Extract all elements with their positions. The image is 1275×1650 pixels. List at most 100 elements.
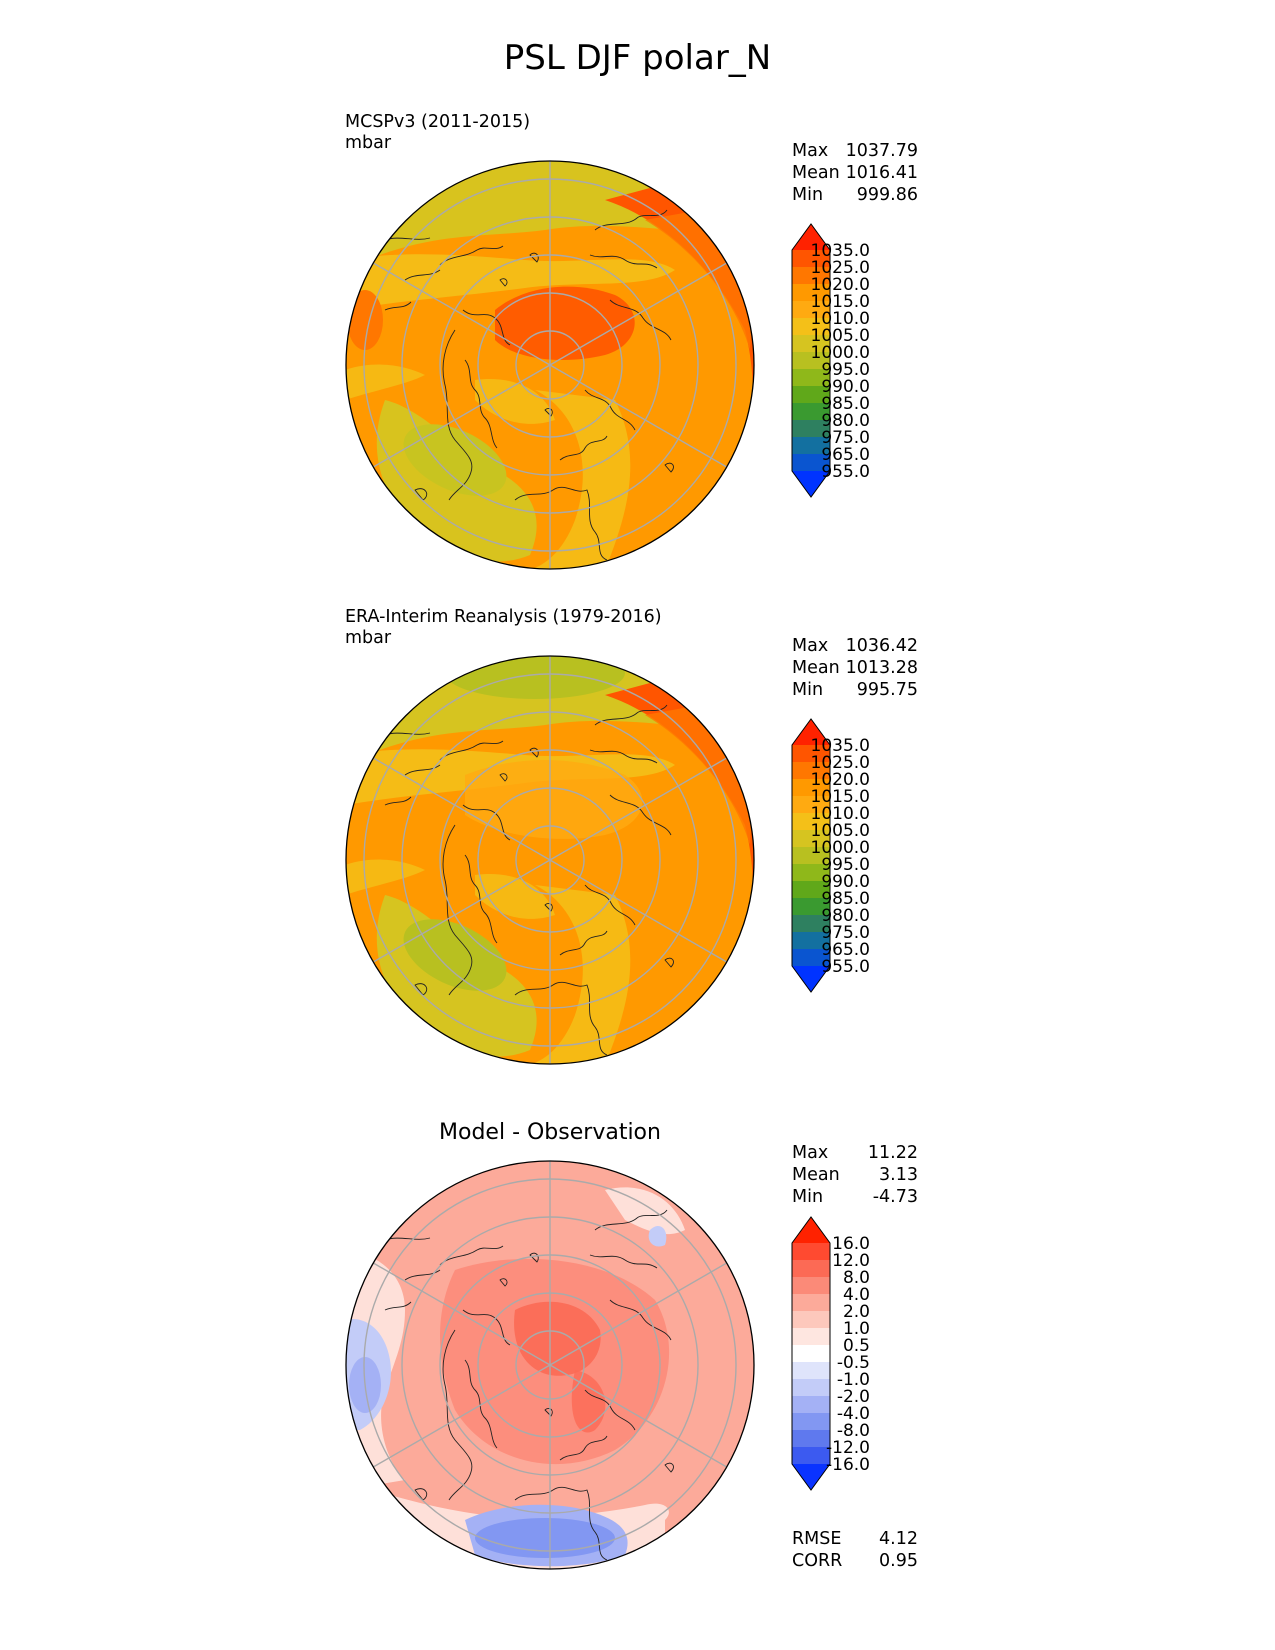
- coastline: [499, 278, 508, 287]
- coastline: [464, 1359, 498, 1449]
- coastline: [499, 1278, 508, 1287]
- colorbar-segment: [792, 403, 830, 421]
- diff-colorbar: 16.012.08.04.02.01.00.5-0.5-1.0-2.0-4.0-…: [791, 1216, 870, 1491]
- colorbar-segment: [792, 830, 830, 848]
- meridian-line: [549, 859, 728, 964]
- coastline: [584, 1389, 636, 1431]
- colorbar-segment: [792, 779, 830, 797]
- colorbar-bottom-extension: [792, 966, 830, 992]
- colorbar-outline: [791, 1216, 831, 1491]
- coastline: [544, 1407, 553, 1417]
- colorbar-segment: [792, 1345, 830, 1363]
- field-contour-region: [495, 286, 635, 360]
- model-polar-map: [345, 160, 755, 570]
- coastline: [544, 902, 553, 912]
- colorbar-tick-label: 16.0: [832, 1234, 870, 1254]
- min-label: Min: [792, 1187, 824, 1207]
- colorbar-segment: [792, 745, 830, 763]
- model-stats: Max 1037.79 Mean 1016.41 Min 999.86: [792, 140, 918, 206]
- model-dataset-label: MCSPv3 (2011-2015): [345, 112, 531, 132]
- colorbar-segment: [792, 1311, 830, 1329]
- model-colorbar: 1035.01025.01020.01015.01010.01005.01000…: [791, 223, 870, 498]
- colorbar-tick-label: 1025.0: [811, 258, 870, 278]
- colorbar-segment: [792, 352, 830, 370]
- meridian-line: [372, 261, 551, 366]
- colorbar-segment: [792, 250, 830, 268]
- colorbar-segment: [792, 420, 830, 438]
- coastline: [384, 269, 441, 311]
- coastline: [559, 435, 608, 461]
- colorbar-segment: [792, 335, 830, 353]
- field-contour-region: [346, 254, 675, 310]
- colorbar-segment: [792, 1294, 830, 1312]
- obs-panel-title: ERA-Interim Reanalysis (1979-2016) mbar: [345, 607, 662, 649]
- colorbar-segment: [792, 369, 830, 387]
- colorbar-segment: [792, 1447, 830, 1465]
- diff-panel-title: Model - Observation: [439, 1120, 661, 1145]
- meridian-line: [549, 756, 728, 861]
- corr-value: 0.95: [879, 1551, 918, 1571]
- colorbar-segment: [792, 949, 830, 967]
- coastline: [514, 486, 608, 561]
- colorbar-segment: [792, 915, 830, 933]
- map-boundary: [345, 1160, 755, 1570]
- colorbar-tick-label: -0.5: [837, 1353, 870, 1373]
- field-contour-region: [403, 919, 507, 991]
- max-value: 1037.79: [845, 141, 918, 161]
- colorbar-tick-label: 12.0: [832, 1251, 870, 1271]
- colorbar-tick-label: 1020.0: [811, 770, 870, 790]
- coastline: [384, 1269, 441, 1311]
- rmse-label: RMSE: [792, 1529, 842, 1549]
- colorbar-tick-label: 1035.0: [811, 736, 870, 756]
- colorbar-segment: [792, 284, 830, 302]
- field-contour-region: [675, 1161, 705, 1187]
- colorbar-tick-label: 965.0: [821, 940, 870, 960]
- obs-panel: ERA-Interim Reanalysis (1979-2016) mbar …: [0, 605, 1275, 1085]
- colorbar-tick-label: 985.0: [821, 889, 870, 909]
- meridian-line: [549, 364, 728, 469]
- colorbar-tick-label: 1020.0: [811, 275, 870, 295]
- colorbar-tick-label: 2.0: [843, 1302, 870, 1322]
- coastline: [609, 299, 672, 341]
- meridian-line: [549, 1261, 728, 1366]
- colorbar-segment: [792, 301, 830, 319]
- colorbar-bottom-extension: [792, 471, 830, 497]
- field-layer: [346, 656, 754, 1064]
- coastline: [584, 389, 636, 431]
- colorbar-tick-label: -12.0: [826, 1438, 870, 1458]
- colorbar-tick-label: 4.0: [843, 1285, 870, 1305]
- colorbar-tick-label: 8.0: [843, 1268, 870, 1288]
- min-label: Min: [792, 185, 824, 205]
- coastline: [664, 462, 674, 473]
- max-label: Max: [792, 1143, 829, 1163]
- diff-footer-stats: RMSE 4.12 CORR 0.95: [792, 1528, 918, 1572]
- field-contour-region: [571, 1370, 606, 1433]
- colorbar-tick-label: 1010.0: [811, 309, 870, 329]
- colorbar-tick-label: 1015.0: [811, 787, 870, 807]
- meridian-line: [372, 364, 551, 469]
- coastline: [464, 359, 498, 449]
- diff-panel: Model - Observation Max 11.22 Mean 3.13 Mi…: [0, 1120, 1275, 1600]
- colorbar-tick-label: 980.0: [821, 906, 870, 926]
- colorbar-segment: [792, 1362, 830, 1380]
- coastline: [514, 981, 608, 1056]
- colorbar-segment: [792, 1396, 830, 1414]
- meridian-line: [372, 859, 551, 964]
- colorbar-segment: [792, 454, 830, 472]
- corr-label: CORR: [792, 1551, 843, 1571]
- model-panel: MCSPv3 (2011-2015) mbar Max 1037.79 Mean 1…: [0, 110, 1275, 590]
- coastline: [609, 1299, 672, 1341]
- colorbar-tick-label: -16.0: [826, 1455, 870, 1475]
- colorbar-tick-label: -2.0: [837, 1387, 870, 1407]
- figure-title: PSL DJF polar_N: [503, 38, 772, 78]
- max-label: Max: [792, 636, 829, 656]
- coastline: [609, 794, 672, 836]
- colorbar-segment: [792, 864, 830, 882]
- field-contour-region: [525, 885, 631, 1064]
- colorbar-tick-label: 955.0: [821, 957, 870, 977]
- coastline: [464, 854, 498, 944]
- field-layer: [346, 161, 754, 569]
- colorbar-segment: [792, 437, 830, 455]
- coastline: [664, 1462, 674, 1473]
- colorbar-tick-label: -1.0: [837, 1370, 870, 1390]
